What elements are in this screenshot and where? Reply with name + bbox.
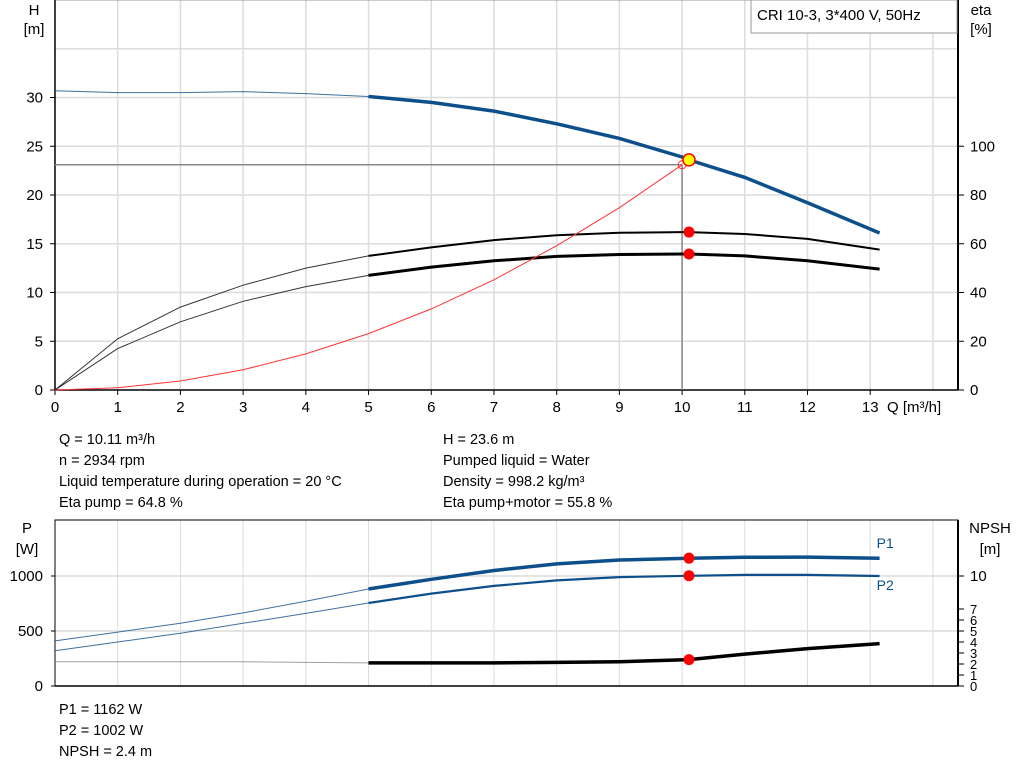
info-p1: P1 = 1162 W xyxy=(59,702,143,718)
npsh-axis-unit: [m] xyxy=(980,541,1001,558)
y-tick-label: 500 xyxy=(18,623,43,640)
x-tick-label: 0 xyxy=(51,399,59,416)
y-tick-label: 20 xyxy=(26,187,43,204)
info-eta-pump: Eta pump = 64.8 % xyxy=(59,495,183,511)
y-tick-label: 5 xyxy=(35,333,43,350)
eta-pump-curve-extrapolated xyxy=(54,255,369,391)
system-curve xyxy=(54,164,683,391)
x-tick-label: 12 xyxy=(799,399,816,416)
p1-marker xyxy=(683,552,695,564)
eta-pump-motor-marker xyxy=(683,248,695,260)
y2-axis-unit: [%] xyxy=(970,21,992,38)
npsh-axis-label: NPSH xyxy=(969,520,1011,537)
info-density: Density = 998.2 kg/m³ xyxy=(443,474,585,490)
p2-curve xyxy=(368,573,880,605)
y2-tick-label: 3 xyxy=(970,646,977,661)
x-tick-label: 13 xyxy=(862,399,879,416)
head-curve xyxy=(368,94,881,235)
y2-tick-label: 60 xyxy=(970,236,987,253)
eta-pump-marker xyxy=(683,226,695,238)
info-speed: n = 2934 rpm xyxy=(59,453,145,469)
eta-pump-curve xyxy=(368,231,880,257)
p1-curve-extrapolated xyxy=(54,588,369,642)
npsh-curve-extrapolated xyxy=(55,661,369,664)
y-tick-label: 15 xyxy=(26,236,43,253)
x-tick-label: 4 xyxy=(302,399,310,416)
y-tick-label: 10 xyxy=(26,285,43,302)
npsh-marker xyxy=(683,654,695,666)
x-tick-label: 3 xyxy=(239,399,247,416)
info-npsh: NPSH = 2.4 m xyxy=(59,744,153,760)
info-temperature: Liquid temperature during operation = 20… xyxy=(59,474,342,490)
y2-tick-label: 5 xyxy=(970,624,977,639)
head-curve-extrapolated xyxy=(54,90,369,97)
p2-curve-extrapolated xyxy=(54,602,369,652)
y2-tick-label: 6 xyxy=(970,613,977,628)
y2-tick-label: 1 xyxy=(970,668,977,683)
y2-tick-label: 10 xyxy=(970,568,987,585)
p1-label: P1 xyxy=(877,535,894,551)
info-head: H = 23.6 m xyxy=(443,432,515,448)
y2-tick-label: 4 xyxy=(970,635,977,650)
info-p2: P2 = 1002 W xyxy=(59,723,144,739)
x-tick-label: 9 xyxy=(615,399,623,416)
y2-tick-label: 0 xyxy=(970,679,977,694)
y2-axis-label: eta xyxy=(971,2,993,19)
x-tick-label: 8 xyxy=(552,399,560,416)
info-flow: Q = 10.11 m³/h xyxy=(59,432,156,448)
legend-box xyxy=(750,0,958,34)
info-eta-pump-motor: Eta pump+motor = 55.8 % xyxy=(443,495,613,511)
y-tick-label: 0 xyxy=(35,382,43,399)
x-axis-label: Q [m³/h] xyxy=(887,399,941,416)
p-axis-label: P xyxy=(22,520,32,537)
x-tick-label: 7 xyxy=(490,399,498,416)
y-axis-label: H xyxy=(29,2,40,19)
x-tick-label: 11 xyxy=(737,399,753,416)
y2-tick-label: 100 xyxy=(970,138,995,155)
legend-title: CRI 10-3, 3*400 V, 50Hz xyxy=(757,7,921,24)
y-axis-unit: [m] xyxy=(24,21,45,38)
y2-tick-label: 0 xyxy=(970,382,978,399)
eta-pump-motor-curve-extrapolated xyxy=(54,274,369,391)
y2-tick-label: 7 xyxy=(970,602,977,617)
p1-curve xyxy=(368,555,880,591)
p2-label: P2 xyxy=(877,577,894,593)
y-tick-label: 25 xyxy=(26,138,43,155)
p-axis-unit: [W] xyxy=(16,541,39,558)
eta-pump-motor-curve xyxy=(368,252,880,277)
p2-marker xyxy=(683,570,695,582)
info-left: Q = 10.11 m³/h n = 2934 rpm Liquid tempe… xyxy=(59,430,342,514)
info-right: H = 23.6 m Pumped liquid = Water Density… xyxy=(443,430,612,514)
info-bottom: P1 = 1162 W P2 = 1002 W NPSH = 2.4 m xyxy=(59,700,152,763)
y-tick-label: 1000 xyxy=(10,568,43,585)
duty-point-marker xyxy=(682,153,696,167)
y2-tick-label: 2 xyxy=(970,657,977,672)
x-tick-label: 6 xyxy=(427,399,435,416)
npsh-curve xyxy=(368,641,880,665)
y2-tick-label: 40 xyxy=(970,285,987,302)
y-tick-label: 30 xyxy=(26,90,43,107)
y2-tick-label: 20 xyxy=(970,333,987,350)
x-tick-label: 1 xyxy=(114,399,122,416)
info-liquid: Pumped liquid = Water xyxy=(443,453,590,469)
x-tick-label: 5 xyxy=(364,399,372,416)
x-tick-label: 10 xyxy=(674,399,691,416)
y2-tick-label: 80 xyxy=(970,187,987,204)
y-tick-label: 0 xyxy=(35,678,43,695)
x-tick-label: 2 xyxy=(176,399,184,416)
